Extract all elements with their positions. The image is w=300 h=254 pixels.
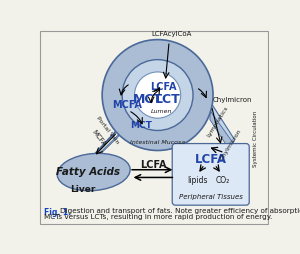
Ellipse shape (57, 154, 130, 191)
Text: LCFAcylCoA: LCFAcylCoA (151, 31, 192, 37)
Polygon shape (210, 111, 235, 155)
Polygon shape (94, 130, 124, 161)
Text: MCTs versus LCTs, resulting in more rapid production of energy.: MCTs versus LCTs, resulting in more rapi… (44, 213, 273, 219)
Text: MCT: MCT (130, 120, 152, 129)
Circle shape (122, 60, 193, 131)
Text: Fatty Acids: Fatty Acids (56, 166, 120, 176)
Polygon shape (210, 102, 235, 149)
Polygon shape (91, 128, 119, 159)
Text: MCFA: MCFA (90, 129, 106, 147)
Text: Liver: Liver (70, 185, 96, 194)
Text: Chylmicron: Chylmicron (213, 97, 253, 103)
Text: Lumen: Lumen (151, 108, 172, 114)
Text: Peripheral Tissues: Peripheral Tissues (179, 193, 243, 199)
Text: Lymphatics: Lymphatics (206, 105, 229, 137)
Circle shape (102, 40, 213, 151)
Text: Fig. 1.: Fig. 1. (44, 207, 71, 216)
Text: lipids: lipids (188, 176, 208, 184)
Text: LCFA: LCFA (195, 153, 227, 166)
Circle shape (134, 73, 181, 119)
Text: LCFA: LCFA (151, 82, 177, 91)
Text: MCT: MCT (133, 93, 163, 106)
Text: LCT: LCT (155, 93, 181, 106)
Text: LCFA: LCFA (140, 160, 167, 170)
Text: Chylmicron: Chylmicron (219, 128, 242, 160)
Text: CO₂: CO₂ (216, 176, 230, 184)
FancyBboxPatch shape (172, 144, 249, 205)
Text: Digestion and transport of fats. Note greater efficiency of absorption of MCTs v: Digestion and transport of fats. Note gr… (60, 207, 300, 213)
Text: Portal Vein: Portal Vein (95, 116, 120, 145)
Text: Systemic Circulation: Systemic Circulation (253, 110, 258, 166)
Text: Intestinal Mucosa: Intestinal Mucosa (130, 139, 185, 144)
Text: MCFA: MCFA (112, 100, 142, 110)
